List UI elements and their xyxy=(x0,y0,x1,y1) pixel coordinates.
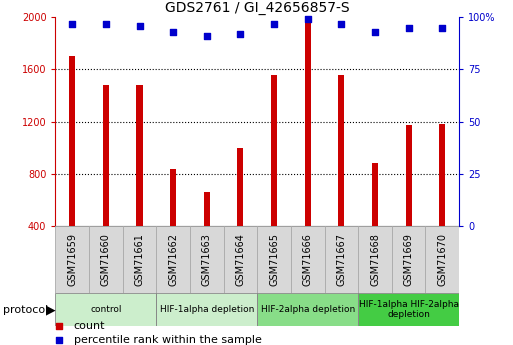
Text: GSM71664: GSM71664 xyxy=(235,233,245,286)
Bar xyxy=(69,56,75,226)
Bar xyxy=(238,148,244,226)
Bar xyxy=(372,164,378,226)
Bar xyxy=(325,226,358,293)
Bar xyxy=(358,226,392,293)
Text: HIF-2alpha depletion: HIF-2alpha depletion xyxy=(261,305,355,314)
Bar xyxy=(136,85,143,226)
Bar xyxy=(190,226,224,293)
Text: GSM71662: GSM71662 xyxy=(168,233,178,286)
Point xyxy=(371,29,379,34)
Text: GSM71669: GSM71669 xyxy=(404,233,413,286)
Bar xyxy=(271,75,277,226)
Point xyxy=(169,29,177,34)
Title: GDS2761 / GI_42656857-S: GDS2761 / GI_42656857-S xyxy=(165,1,349,15)
Bar xyxy=(406,125,412,226)
Bar xyxy=(204,192,210,226)
Bar xyxy=(103,85,109,226)
Point xyxy=(68,21,76,26)
Bar xyxy=(257,293,358,326)
Point xyxy=(102,21,110,26)
Bar xyxy=(55,293,156,326)
Text: HIF-1alpha HIF-2alpha
depletion: HIF-1alpha HIF-2alpha depletion xyxy=(359,300,459,319)
Bar xyxy=(392,226,425,293)
Point xyxy=(290,283,298,288)
Text: GSM71659: GSM71659 xyxy=(67,233,77,286)
Point xyxy=(203,33,211,39)
Text: GSM71666: GSM71666 xyxy=(303,233,313,286)
Text: GSM71668: GSM71668 xyxy=(370,233,380,286)
Bar xyxy=(224,226,257,293)
Bar xyxy=(55,226,89,293)
Text: GSM71665: GSM71665 xyxy=(269,233,279,286)
Point xyxy=(135,23,144,28)
Point xyxy=(438,25,446,30)
Bar xyxy=(339,75,344,226)
Text: GSM71670: GSM71670 xyxy=(437,233,447,286)
Bar xyxy=(257,226,291,293)
Bar xyxy=(156,226,190,293)
Bar xyxy=(89,226,123,293)
Text: percentile rank within the sample: percentile rank within the sample xyxy=(73,335,262,345)
Text: control: control xyxy=(90,305,122,314)
Bar xyxy=(123,226,156,293)
Text: GSM71667: GSM71667 xyxy=(337,233,346,286)
Point xyxy=(405,25,413,30)
Text: count: count xyxy=(73,321,105,331)
Bar xyxy=(358,293,459,326)
Text: GSM71660: GSM71660 xyxy=(101,233,111,286)
Bar xyxy=(156,293,257,326)
Text: protocol: protocol xyxy=(3,305,48,315)
Bar xyxy=(439,124,445,226)
Point xyxy=(290,155,298,161)
Text: HIF-1alpha depletion: HIF-1alpha depletion xyxy=(160,305,254,314)
Point xyxy=(236,31,245,37)
Bar xyxy=(170,169,176,226)
Bar xyxy=(305,22,311,226)
Bar xyxy=(425,226,459,293)
Point xyxy=(270,21,278,26)
Text: ▶: ▶ xyxy=(46,303,56,316)
Point xyxy=(337,21,345,26)
Text: GSM71661: GSM71661 xyxy=(134,233,145,286)
Bar xyxy=(291,226,325,293)
Text: GSM71663: GSM71663 xyxy=(202,233,212,286)
Point xyxy=(304,17,312,22)
